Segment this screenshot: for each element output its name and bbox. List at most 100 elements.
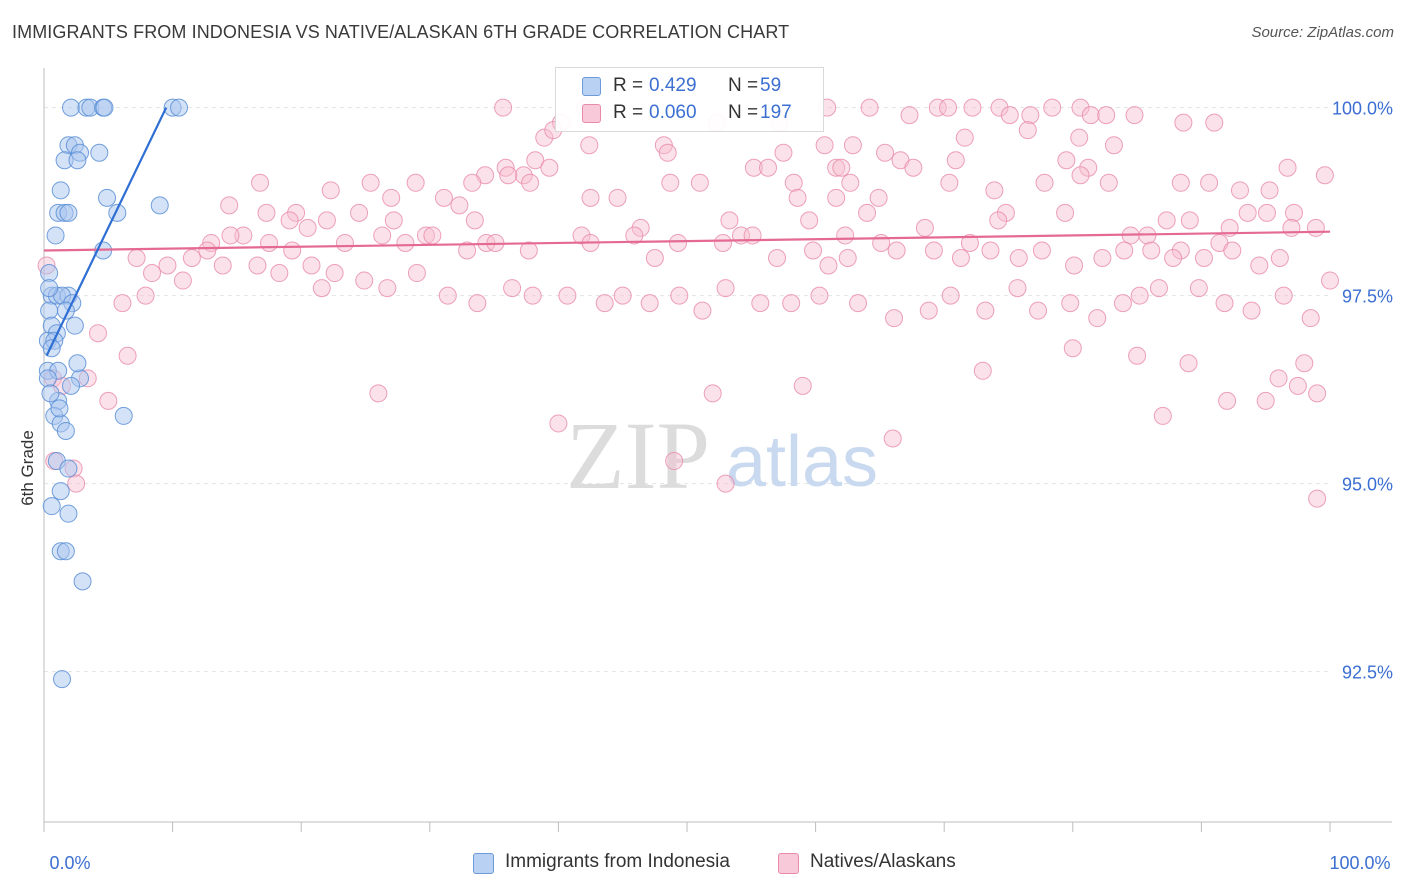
data-point-natives xyxy=(841,173,860,192)
data-point-natives xyxy=(1130,286,1149,305)
data-point-natives xyxy=(981,241,1000,260)
data-point-natives xyxy=(608,188,627,207)
data-point-natives xyxy=(113,294,132,313)
series-legend: Immigrants from Indonesia Natives/Alaska… xyxy=(0,850,1406,878)
data-point-natives xyxy=(384,211,403,230)
data-point-natives xyxy=(355,271,374,290)
data-point-natives xyxy=(287,203,306,222)
legend-label: Natives/Alaskans xyxy=(810,851,956,872)
data-point-natives xyxy=(690,173,709,192)
r-label: R = xyxy=(613,102,644,123)
chart-title: IMMIGRANTS FROM INDONESIA VS NATIVE/ALAS… xyxy=(12,22,790,42)
data-point-indonesia xyxy=(51,181,70,200)
data-point-natives xyxy=(1321,271,1339,290)
data-point-natives xyxy=(782,294,801,313)
data-point-natives xyxy=(1301,309,1320,328)
data-point-natives xyxy=(658,143,677,162)
data-point-indonesia xyxy=(46,226,65,245)
data-point-natives xyxy=(213,256,232,275)
data-point-indonesia xyxy=(38,369,57,388)
data-point-natives xyxy=(558,286,577,305)
y-tick-labels: 100.0% 97.5% 95.0% 92.5% xyxy=(1332,99,1393,683)
data-point-natives xyxy=(924,241,943,260)
data-point-indonesia xyxy=(59,459,78,478)
data-point-natives xyxy=(182,249,201,267)
data-point-natives xyxy=(774,143,793,162)
data-point-natives xyxy=(1099,173,1118,192)
data-point-indonesia xyxy=(73,572,92,591)
data-point-natives xyxy=(670,286,689,305)
gridlines xyxy=(44,107,1330,673)
data-point-natives xyxy=(849,294,868,313)
data-point-natives xyxy=(885,309,904,328)
data-point-natives xyxy=(1065,256,1084,275)
data-point-natives xyxy=(369,384,388,403)
data-point-natives xyxy=(321,181,340,200)
data-point-indonesia xyxy=(150,196,169,215)
data-point-natives xyxy=(1057,151,1076,170)
data-point-natives xyxy=(904,158,923,177)
watermark: ZIP atlas xyxy=(566,402,878,509)
data-point-natives xyxy=(438,286,457,305)
data-point-natives xyxy=(67,474,86,493)
data-point-natives xyxy=(810,286,829,305)
data-point-indonesia xyxy=(51,482,70,501)
data-point-natives xyxy=(1104,136,1123,155)
trend-line-indonesia xyxy=(45,107,168,357)
data-point-natives xyxy=(1189,279,1208,298)
data-point-natives xyxy=(549,414,568,433)
data-point-natives xyxy=(407,264,426,283)
data-point-natives xyxy=(1171,173,1190,192)
data-point-indonesia xyxy=(56,421,75,440)
data-point-natives xyxy=(919,301,938,320)
data-point-natives xyxy=(1063,339,1082,358)
data-point-natives xyxy=(158,256,177,275)
data-point-natives xyxy=(640,294,659,313)
data-point-natives xyxy=(887,241,906,260)
data-point-indonesia xyxy=(42,497,61,516)
data-point-natives xyxy=(946,151,965,170)
data-point-natives xyxy=(985,181,1004,200)
watermark-zip: ZIP xyxy=(566,402,710,509)
data-point-natives xyxy=(251,173,270,192)
data-point-natives xyxy=(257,203,276,222)
data-point-natives xyxy=(260,233,279,252)
n-value: 197 xyxy=(760,102,792,123)
data-point-natives xyxy=(1149,279,1168,298)
data-point-natives xyxy=(843,136,862,155)
legend-row-indonesia: R = 0.429 N = 59 xyxy=(556,75,823,99)
data-point-natives xyxy=(836,226,855,245)
data-point-natives xyxy=(1270,249,1289,267)
data-point-natives xyxy=(526,151,545,170)
data-point-natives xyxy=(1269,369,1288,388)
data-point-natives xyxy=(463,173,482,192)
data-point-indonesia xyxy=(95,98,114,117)
data-point-natives xyxy=(827,158,846,177)
data-point-indonesia xyxy=(40,279,59,298)
legend-label: Immigrants from Indonesia xyxy=(505,851,730,872)
data-point-natives xyxy=(118,346,137,365)
data-point-natives xyxy=(494,98,513,117)
x-tick-label-min: 0.0% xyxy=(49,853,90,873)
data-point-natives xyxy=(1179,354,1198,373)
data-point-natives xyxy=(1113,294,1132,313)
data-point-natives xyxy=(951,249,970,267)
data-point-indonesia xyxy=(59,504,78,523)
data-point-natives xyxy=(450,196,469,215)
data-point-natives xyxy=(136,286,155,305)
n-label: N = xyxy=(728,75,759,96)
data-point-natives xyxy=(234,226,253,245)
data-point-natives xyxy=(496,158,515,177)
pink-swatch-icon xyxy=(582,104,601,123)
data-point-natives xyxy=(434,188,453,207)
data-point-natives xyxy=(1125,106,1144,125)
data-point-natives xyxy=(1070,128,1089,147)
data-point-natives xyxy=(996,203,1015,222)
data-point-natives xyxy=(939,98,958,117)
data-point-natives xyxy=(960,233,979,252)
data-point-natives xyxy=(1079,158,1098,177)
data-point-natives xyxy=(1081,106,1100,125)
data-point-natives xyxy=(1200,173,1219,192)
data-point-natives xyxy=(819,256,838,275)
